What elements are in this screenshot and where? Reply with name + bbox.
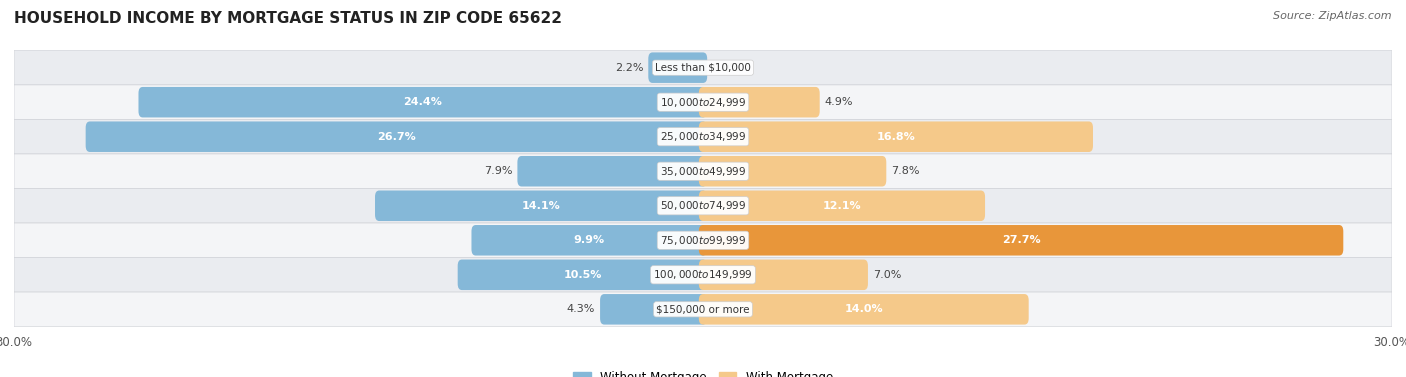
FancyBboxPatch shape [699, 225, 1343, 256]
Text: $75,000 to $99,999: $75,000 to $99,999 [659, 234, 747, 247]
Text: 27.7%: 27.7% [1001, 235, 1040, 245]
Text: 24.4%: 24.4% [404, 97, 443, 107]
FancyBboxPatch shape [458, 259, 707, 290]
FancyBboxPatch shape [14, 154, 1392, 188]
Text: 0.0%: 0.0% [713, 63, 741, 73]
FancyBboxPatch shape [14, 188, 1392, 223]
Text: 26.7%: 26.7% [377, 132, 416, 142]
Text: $10,000 to $24,999: $10,000 to $24,999 [659, 96, 747, 109]
FancyBboxPatch shape [14, 292, 1392, 326]
Text: 12.1%: 12.1% [823, 201, 862, 211]
FancyBboxPatch shape [699, 190, 986, 221]
FancyBboxPatch shape [14, 257, 1392, 292]
Text: 14.1%: 14.1% [522, 201, 561, 211]
Text: 4.9%: 4.9% [825, 97, 853, 107]
Text: 2.2%: 2.2% [614, 63, 644, 73]
FancyBboxPatch shape [517, 156, 707, 187]
Text: $50,000 to $74,999: $50,000 to $74,999 [659, 199, 747, 212]
FancyBboxPatch shape [699, 156, 886, 187]
FancyBboxPatch shape [600, 294, 707, 325]
Text: 7.0%: 7.0% [873, 270, 901, 280]
FancyBboxPatch shape [14, 85, 1392, 120]
Text: 10.5%: 10.5% [564, 270, 602, 280]
Legend: Without Mortgage, With Mortgage: Without Mortgage, With Mortgage [568, 366, 838, 377]
Text: 4.3%: 4.3% [567, 304, 595, 314]
Text: $150,000 or more: $150,000 or more [657, 304, 749, 314]
Text: $100,000 to $149,999: $100,000 to $149,999 [654, 268, 752, 281]
FancyBboxPatch shape [14, 51, 1392, 85]
FancyBboxPatch shape [138, 87, 707, 118]
FancyBboxPatch shape [699, 294, 1029, 325]
FancyBboxPatch shape [699, 121, 1092, 152]
Text: $25,000 to $34,999: $25,000 to $34,999 [659, 130, 747, 143]
FancyBboxPatch shape [14, 223, 1392, 257]
FancyBboxPatch shape [375, 190, 707, 221]
Text: 7.9%: 7.9% [484, 166, 512, 176]
FancyBboxPatch shape [699, 87, 820, 118]
Text: 16.8%: 16.8% [876, 132, 915, 142]
Text: Less than $10,000: Less than $10,000 [655, 63, 751, 73]
Text: 14.0%: 14.0% [845, 304, 883, 314]
Text: HOUSEHOLD INCOME BY MORTGAGE STATUS IN ZIP CODE 65622: HOUSEHOLD INCOME BY MORTGAGE STATUS IN Z… [14, 11, 562, 26]
Text: $35,000 to $49,999: $35,000 to $49,999 [659, 165, 747, 178]
FancyBboxPatch shape [648, 52, 707, 83]
Text: Source: ZipAtlas.com: Source: ZipAtlas.com [1274, 11, 1392, 21]
Text: 7.8%: 7.8% [891, 166, 920, 176]
Text: 9.9%: 9.9% [574, 235, 605, 245]
FancyBboxPatch shape [86, 121, 707, 152]
FancyBboxPatch shape [699, 259, 868, 290]
FancyBboxPatch shape [471, 225, 707, 256]
FancyBboxPatch shape [14, 120, 1392, 154]
